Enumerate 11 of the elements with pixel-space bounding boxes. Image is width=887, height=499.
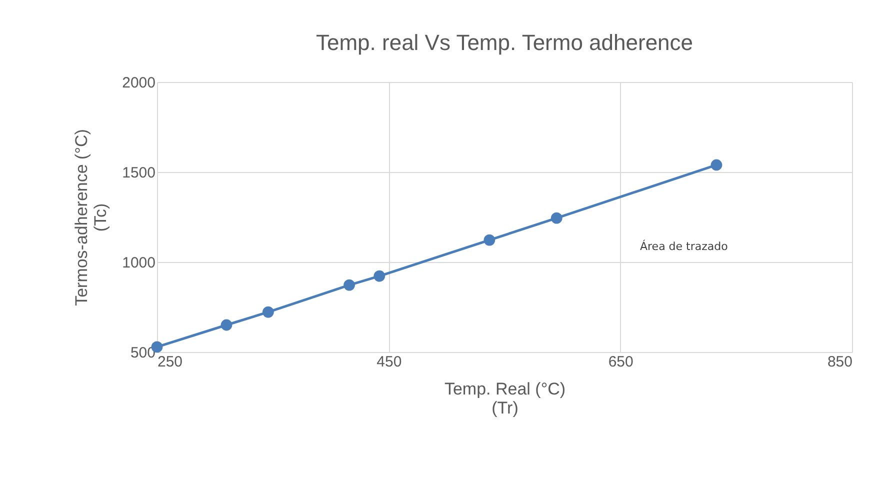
y-tick-label: 2000 xyxy=(122,74,156,92)
chart-title: Temp. real Vs Temp. Termo adherence xyxy=(316,30,694,55)
y-tick-label: 1000 xyxy=(122,254,156,272)
x-tick-label: 450 xyxy=(376,354,402,370)
annotation: Área de trazado xyxy=(640,239,728,253)
y-axis-title: Termos-adherence (°C) (Tc) xyxy=(72,129,110,306)
x-axis-title: Temp. Real (°C) (Tr) xyxy=(444,380,566,418)
x-tick-label: 250 xyxy=(158,354,183,370)
x-tick-label: 650 xyxy=(608,354,634,370)
x-tick-label: 850 xyxy=(827,354,852,370)
y-tick-label: 1500 xyxy=(122,164,156,182)
